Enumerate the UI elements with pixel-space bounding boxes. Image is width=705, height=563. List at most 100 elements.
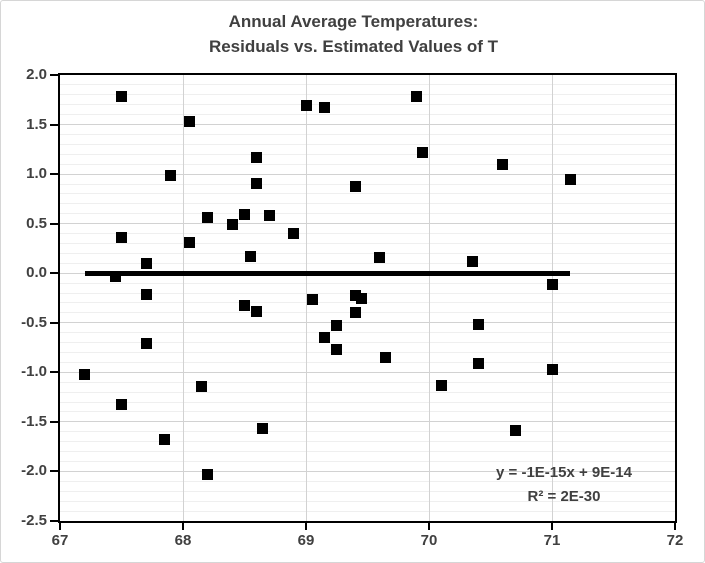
data-point bbox=[202, 468, 214, 480]
data-point bbox=[472, 357, 484, 369]
trendline-equation: y = -1E-15x + 9E-14 R² = 2E-30 bbox=[454, 461, 674, 509]
data-point bbox=[239, 209, 250, 221]
minor-gridline bbox=[60, 292, 675, 294]
minor-gridline bbox=[60, 213, 675, 215]
data-point bbox=[257, 423, 269, 435]
minor-gridline bbox=[60, 163, 675, 165]
major-gridline bbox=[60, 173, 675, 175]
y-axis-tick bbox=[50, 123, 58, 126]
data-point bbox=[109, 270, 121, 282]
x-axis-tick bbox=[428, 523, 430, 530]
data-point bbox=[183, 236, 195, 248]
minor-gridline bbox=[60, 510, 675, 512]
trendline bbox=[84, 270, 571, 276]
minor-gridline bbox=[60, 480, 675, 482]
major-gridline bbox=[60, 223, 675, 225]
minor-gridline bbox=[60, 84, 675, 86]
data-point bbox=[331, 344, 343, 356]
y-axis-tick bbox=[50, 321, 58, 324]
minor-gridline bbox=[60, 391, 675, 393]
x-axis-tick bbox=[59, 523, 61, 530]
data-point bbox=[116, 398, 127, 410]
data-point bbox=[140, 338, 152, 350]
data-point bbox=[318, 332, 330, 344]
y-axis-tick bbox=[50, 371, 58, 374]
minor-gridline bbox=[60, 461, 675, 463]
minor-gridline bbox=[60, 262, 675, 264]
y-tick-label: 1.0 bbox=[26, 165, 47, 183]
y-tick-label: -2.5 bbox=[21, 512, 47, 529]
data-point bbox=[116, 232, 127, 244]
minor-gridline bbox=[60, 342, 675, 344]
y-axis-tick bbox=[50, 173, 58, 176]
major-gridline-vertical bbox=[428, 75, 430, 521]
minor-gridline bbox=[60, 401, 675, 403]
data-point bbox=[159, 434, 171, 446]
data-point bbox=[411, 91, 423, 103]
major-gridline bbox=[60, 124, 675, 126]
data-point bbox=[374, 251, 386, 263]
minor-gridline bbox=[60, 312, 675, 314]
data-point bbox=[79, 368, 91, 380]
y-axis-tick bbox=[50, 272, 58, 275]
data-point bbox=[472, 319, 484, 331]
minor-gridline bbox=[60, 332, 675, 334]
x-axis-tick bbox=[305, 523, 307, 530]
major-gridline-vertical bbox=[182, 75, 184, 521]
data-point bbox=[251, 151, 263, 163]
minor-gridline bbox=[60, 153, 675, 155]
y-tick-label: -2.0 bbox=[21, 462, 47, 480]
data-point bbox=[355, 293, 367, 305]
data-point bbox=[202, 212, 214, 224]
y-axis-tick bbox=[50, 420, 58, 423]
data-point bbox=[564, 173, 576, 185]
y-tick-label: 0.5 bbox=[26, 214, 47, 232]
data-point bbox=[349, 307, 361, 319]
data-point bbox=[466, 255, 478, 267]
minor-gridline bbox=[60, 282, 675, 284]
x-axis-tick bbox=[182, 523, 184, 530]
data-point bbox=[288, 228, 300, 240]
y-axis-tick bbox=[50, 520, 58, 522]
major-gridline bbox=[60, 470, 675, 472]
x-tick-label: 72 bbox=[666, 532, 684, 549]
minor-gridline bbox=[60, 381, 675, 383]
minor-gridline bbox=[60, 411, 675, 413]
minor-gridline bbox=[60, 193, 675, 195]
y-axis-tick bbox=[50, 470, 58, 473]
y-tick-label: 1.5 bbox=[26, 115, 47, 133]
minor-gridline bbox=[60, 143, 675, 145]
minor-gridline bbox=[60, 252, 675, 254]
major-gridline-vertical bbox=[551, 75, 553, 521]
data-point bbox=[509, 425, 521, 437]
minor-gridline bbox=[60, 451, 675, 453]
x-tick-label: 67 bbox=[51, 532, 69, 549]
data-point bbox=[349, 289, 361, 301]
data-point bbox=[546, 363, 558, 375]
chart-title-line1: Annual Average Temperatures: bbox=[228, 12, 479, 31]
x-tick-label: 71 bbox=[543, 532, 561, 549]
minor-gridline bbox=[60, 233, 675, 235]
data-point bbox=[331, 320, 343, 332]
data-point bbox=[380, 351, 392, 363]
minor-gridline bbox=[60, 500, 675, 502]
y-axis-tick bbox=[50, 222, 58, 225]
minor-gridline bbox=[60, 133, 675, 135]
equation-line: y = -1E-15x + 9E-14 bbox=[496, 464, 632, 481]
data-point bbox=[263, 210, 275, 222]
x-axis-tick bbox=[674, 523, 676, 530]
minor-gridline bbox=[60, 302, 675, 304]
y-tick-label: -0.5 bbox=[21, 313, 47, 331]
major-gridline bbox=[60, 371, 675, 373]
data-point bbox=[165, 169, 177, 181]
data-point bbox=[306, 294, 318, 306]
data-point bbox=[435, 379, 447, 391]
data-point bbox=[251, 177, 263, 189]
x-tick-label: 70 bbox=[420, 532, 438, 549]
minor-gridline bbox=[60, 242, 675, 244]
data-point bbox=[349, 180, 361, 192]
data-point bbox=[183, 116, 195, 128]
minor-gridline bbox=[60, 431, 675, 433]
minor-gridline bbox=[60, 490, 675, 492]
